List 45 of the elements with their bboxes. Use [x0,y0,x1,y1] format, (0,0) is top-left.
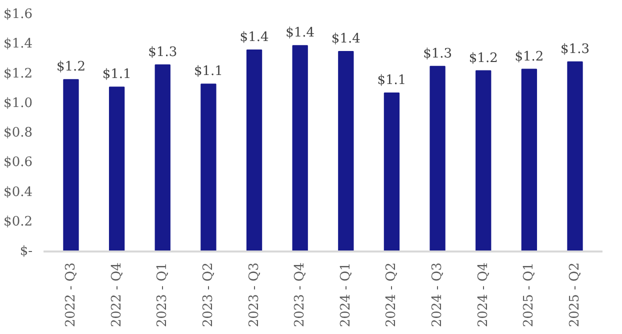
data-label: $1.3 [423,46,452,62]
bar [108,86,125,252]
y-tick-label: $1.6 [4,7,33,22]
x-tick-label: 2022 - Q4 [109,262,124,328]
y-tick-label: $1.4 [4,36,33,52]
x-tick-label: 2024 - Q2 [384,262,400,328]
data-label: $1.2 [468,50,498,66]
data-label: $1.3 [148,44,178,60]
y-tick-label: $0.4 [4,184,33,200]
bar [154,64,170,252]
bar [292,45,308,252]
y-tick-label: $0.6 [4,155,33,170]
bar [567,61,583,252]
bar [521,68,538,252]
bar [338,51,354,252]
x-tick-label: 2023 - Q1 [155,262,170,328]
x-tick-label: 2025 - Q1 [522,262,537,328]
data-label: $1.1 [102,67,132,82]
y-tick-label: $0.8 [4,126,33,140]
x-tick-label: 2023 - Q3 [246,262,262,328]
bar [63,79,79,252]
bar [476,70,492,252]
data-label: $1.1 [194,64,223,80]
y-tick-label: $1.2 [4,66,33,82]
data-label: $1.4 [331,32,360,47]
data-label: $1.4 [240,30,269,46]
y-tick-label: $1.0 [4,96,33,111]
bar [200,84,216,252]
data-label: $1.1 [377,73,406,88]
y-tick-label: $0.2 [4,214,33,230]
y-tick-label: $- [20,244,33,259]
data-label: $1.3 [560,42,590,57]
x-tick-label: 2023 - Q2 [200,262,216,328]
data-label: $1.2 [514,49,544,64]
bar [246,50,262,252]
data-label: $1.2 [56,60,86,75]
data-label: $1.4 [286,26,315,41]
x-tick-label: 2023 - Q4 [292,262,308,328]
x-tick-label: 2024 - Q1 [338,262,354,328]
bar [430,66,446,252]
x-tick-label: 2022 - Q3 [63,262,78,328]
x-tick-label: 2025 - Q2 [568,262,583,328]
x-tick-label: 2024 - Q3 [430,262,446,328]
bar [384,92,400,252]
x-tick-label: 2024 - Q4 [476,262,491,328]
